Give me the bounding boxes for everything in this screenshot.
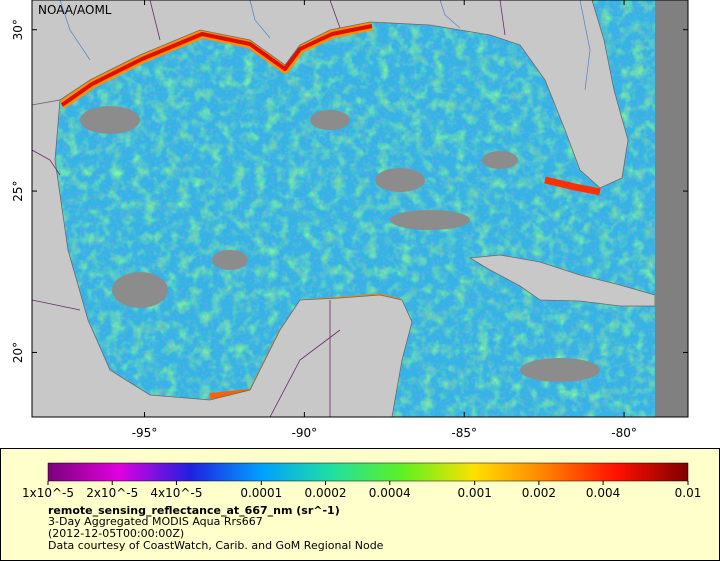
- colorbar-tick-label: 0.001: [457, 486, 491, 500]
- colorbar-tick-label: 0.0004: [369, 486, 411, 500]
- y-tick-label: 25°: [11, 180, 25, 201]
- no-data-strip: [655, 0, 688, 417]
- rivers: [59, 0, 591, 91]
- cloud-patches: [80, 106, 600, 382]
- map-credit-label: NOAA/AOML: [38, 3, 112, 17]
- legend-credit: Data courtesy of CoastWatch, Carib. and …: [48, 539, 384, 552]
- colorbar-tick-label: 0.01: [675, 486, 702, 500]
- colorbar-tick-label: 0.0001: [240, 486, 282, 500]
- x-tick-label: -80°: [611, 426, 637, 440]
- colorbar-tick-label: 1x10^-5: [22, 486, 74, 500]
- legend-time: (2012-12-05T00:00:00Z): [48, 527, 184, 540]
- legend-dataset: 3-Day Aggregated MODIS Aqua Rrs667: [48, 515, 263, 528]
- colorbar: [47, 462, 689, 482]
- map-frame: [31, 0, 689, 418]
- legend-variable: remote_sensing_reflectance_at_667_nm (sr…: [48, 504, 340, 517]
- x-tick-label: -85°: [451, 426, 477, 440]
- land: [32, 0, 656, 417]
- x-tick-label: -95°: [132, 426, 158, 440]
- y-tick-label: 30°: [11, 19, 25, 40]
- axes: -95° -90° -85° -80° 20° 25° 30°: [11, 0, 688, 440]
- x-tick-label: -90°: [292, 426, 318, 440]
- borders: [32, 0, 506, 417]
- y-tick-label: 20°: [11, 342, 25, 363]
- colorbar-tick-label: 0.004: [586, 486, 620, 500]
- colorbar-tick-label: 0.002: [522, 486, 556, 500]
- colorbar-tick-label: 0.0002: [305, 486, 347, 500]
- colorbar-tick-label: 2x10^-5: [86, 486, 138, 500]
- colorbar-ticks: 1x10^-5 2x10^-5 4x10^-5 0.0001 0.0002 0.0004 0…: [22, 481, 701, 500]
- map-image: [32, 0, 688, 417]
- colorbar-tick-label: 4x10^-5: [150, 486, 202, 500]
